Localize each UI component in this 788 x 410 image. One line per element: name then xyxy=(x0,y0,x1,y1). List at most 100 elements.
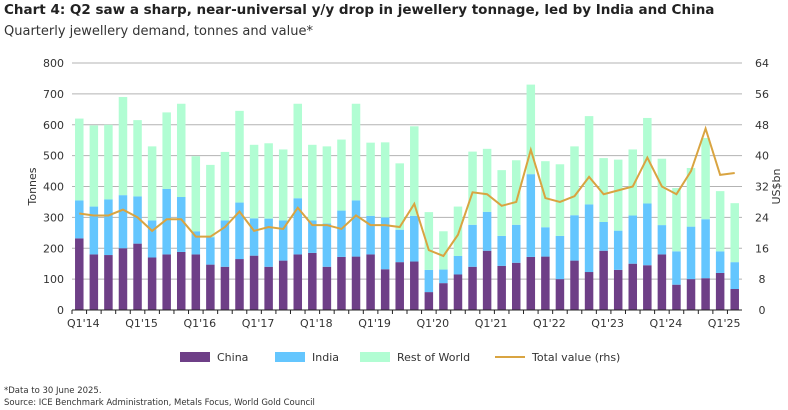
bar-china xyxy=(235,259,244,310)
bar-china xyxy=(162,254,171,310)
bar-china xyxy=(75,238,84,310)
bar-china xyxy=(133,243,142,310)
bar-rest-of-world xyxy=(672,188,681,252)
bar-rest-of-world xyxy=(278,149,288,221)
bar-rest-of-world xyxy=(439,231,448,270)
bar-china xyxy=(395,262,404,310)
bar-india xyxy=(278,220,288,261)
chart-subtitle: Quarterly jewellery demand, tonnes and v… xyxy=(4,24,313,39)
y-tick-label: 700 xyxy=(43,88,64,101)
footnote: *Data to 30 June 2025. xyxy=(4,386,102,396)
y2-axis-label: US$bn xyxy=(770,168,783,204)
bar-rest-of-world xyxy=(75,118,84,201)
bar-china xyxy=(424,292,434,310)
bar-india xyxy=(191,231,201,255)
x-tick-label: Q1'24 xyxy=(650,317,683,330)
bar-india xyxy=(613,230,623,270)
bar-india xyxy=(351,200,361,257)
y-tick-label: 800 xyxy=(43,57,64,70)
bar-india xyxy=(468,224,477,267)
bar-rest-of-world xyxy=(555,164,565,236)
bar-rest-of-world xyxy=(380,142,390,218)
bar-india xyxy=(497,235,506,266)
y2-tick-label: 32 xyxy=(755,181,769,194)
bar-rest-of-world xyxy=(206,164,215,238)
bar-china xyxy=(541,256,550,310)
bar-rest-of-world xyxy=(322,146,332,224)
x-tick-label: Q1'20 xyxy=(417,317,450,330)
bar-rest-of-world xyxy=(337,139,346,211)
bar-india xyxy=(643,203,652,266)
bar-rest-of-world xyxy=(249,144,259,219)
bar-rest-of-world xyxy=(162,112,171,189)
bar-china xyxy=(643,265,652,310)
bar-china xyxy=(526,256,536,310)
legend-label: Rest of World xyxy=(397,351,470,364)
bar-rest-of-world xyxy=(613,159,623,231)
y2-tick-label: 64 xyxy=(755,57,769,70)
bar-china xyxy=(672,284,681,310)
bar-india xyxy=(511,224,521,263)
bar-india xyxy=(453,255,463,275)
bar-india xyxy=(176,196,186,252)
x-tick-label: Q1'17 xyxy=(242,317,275,330)
bar-rest-of-world xyxy=(526,84,536,175)
y2-tick-label: 8 xyxy=(759,273,766,286)
bar-india xyxy=(162,188,171,255)
bar-india xyxy=(657,225,667,255)
legend-label: India xyxy=(312,351,339,364)
bar-rest-of-world xyxy=(147,146,157,221)
bar-rest-of-world xyxy=(104,124,113,200)
bar-china xyxy=(293,254,303,310)
bar-rest-of-world xyxy=(686,167,696,227)
bar-china xyxy=(206,264,215,310)
y2-tick-label: 24 xyxy=(755,211,769,224)
bar-china xyxy=(715,272,725,310)
bar-rest-of-world xyxy=(570,146,579,216)
bar-rest-of-world xyxy=(715,191,725,252)
source-note: Source: ICE Benchmark Administration, Me… xyxy=(4,398,315,408)
bar-rest-of-world xyxy=(293,103,303,199)
bar-china xyxy=(264,266,273,310)
bar-india xyxy=(118,195,128,249)
bar-rest-of-world xyxy=(657,158,667,226)
bar-china xyxy=(657,254,667,310)
y2-tick-label: 0 xyxy=(759,304,766,317)
bar-india xyxy=(395,229,404,263)
bar-rest-of-world xyxy=(118,96,128,196)
bar-india xyxy=(264,218,273,267)
y-tick-label: 100 xyxy=(43,273,64,286)
bar-rest-of-world xyxy=(89,125,99,207)
legend-label: Total value (rhs) xyxy=(531,351,620,364)
bar-india xyxy=(235,202,244,260)
bar-rest-of-world xyxy=(366,142,375,216)
bar-india xyxy=(482,211,492,251)
y-tick-label: 500 xyxy=(43,150,64,163)
bar-china xyxy=(147,257,157,310)
bar-india xyxy=(424,269,434,293)
bar-china xyxy=(308,252,317,310)
y2-tick-label: 16 xyxy=(755,242,769,255)
legend-swatch xyxy=(275,352,305,362)
bar-rest-of-world xyxy=(235,110,244,203)
x-tick-label: Q1'18 xyxy=(300,317,333,330)
line-total-value xyxy=(79,125,735,258)
bar-rest-of-world xyxy=(541,161,550,228)
bar-china xyxy=(191,254,201,310)
bar-china xyxy=(613,269,623,310)
bar-rest-of-world xyxy=(482,148,492,212)
bar-china xyxy=(701,278,710,310)
bar-india xyxy=(730,262,739,290)
y-tick-label: 300 xyxy=(43,211,64,224)
x-tick-label: Q1'22 xyxy=(533,317,566,330)
bar-india xyxy=(133,196,142,244)
bar-india xyxy=(686,226,696,280)
bar-rest-of-world xyxy=(701,138,710,220)
bar-rest-of-world xyxy=(220,151,230,221)
bar-india xyxy=(89,206,99,255)
bar-china xyxy=(497,265,506,310)
bar-china xyxy=(468,266,477,310)
bar-rest-of-world xyxy=(410,126,419,216)
bar-china xyxy=(555,279,565,310)
bar-china xyxy=(482,250,492,310)
